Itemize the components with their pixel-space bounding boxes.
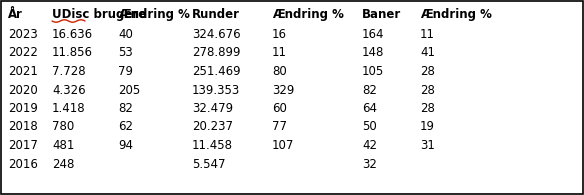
Text: 2016: 2016 xyxy=(8,158,38,170)
Text: Baner: Baner xyxy=(362,8,401,21)
Text: 31: 31 xyxy=(420,139,435,152)
Text: 20.237: 20.237 xyxy=(192,121,233,134)
Text: Ændring %: Ændring % xyxy=(272,8,344,21)
Text: 32: 32 xyxy=(362,158,377,170)
Text: 19: 19 xyxy=(420,121,435,134)
Text: 1.418: 1.418 xyxy=(52,102,86,115)
Text: 164: 164 xyxy=(362,28,384,41)
Text: 11.856: 11.856 xyxy=(52,46,93,59)
Text: 205: 205 xyxy=(118,83,140,97)
Text: 79: 79 xyxy=(118,65,133,78)
Text: 80: 80 xyxy=(272,65,287,78)
Text: 32.479: 32.479 xyxy=(192,102,233,115)
Text: 4.326: 4.326 xyxy=(52,83,86,97)
Text: 2019: 2019 xyxy=(8,102,38,115)
Text: 107: 107 xyxy=(272,139,294,152)
Text: 28: 28 xyxy=(420,83,435,97)
Text: 248: 248 xyxy=(52,158,74,170)
Text: 139.353: 139.353 xyxy=(192,83,240,97)
Text: 82: 82 xyxy=(362,83,377,97)
Text: 64: 64 xyxy=(362,102,377,115)
Text: 62: 62 xyxy=(118,121,133,134)
Text: 41: 41 xyxy=(420,46,435,59)
Text: UDisc brugere: UDisc brugere xyxy=(52,8,146,21)
Text: 148: 148 xyxy=(362,46,384,59)
Text: 5.547: 5.547 xyxy=(192,158,225,170)
Text: 105: 105 xyxy=(362,65,384,78)
Text: År: År xyxy=(8,8,23,21)
Text: 2022: 2022 xyxy=(8,46,38,59)
Text: 329: 329 xyxy=(272,83,294,97)
Text: 28: 28 xyxy=(420,65,435,78)
Text: 251.469: 251.469 xyxy=(192,65,241,78)
Text: 77: 77 xyxy=(272,121,287,134)
Text: 780: 780 xyxy=(52,121,74,134)
Text: 11.458: 11.458 xyxy=(192,139,233,152)
Text: 42: 42 xyxy=(362,139,377,152)
Text: 2017: 2017 xyxy=(8,139,38,152)
Text: 16.636: 16.636 xyxy=(52,28,93,41)
Text: 50: 50 xyxy=(362,121,377,134)
Text: 2023: 2023 xyxy=(8,28,38,41)
Text: 278.899: 278.899 xyxy=(192,46,241,59)
Text: 324.676: 324.676 xyxy=(192,28,241,41)
Text: 40: 40 xyxy=(118,28,133,41)
Text: Ændring %: Ændring % xyxy=(118,8,190,21)
Text: 94: 94 xyxy=(118,139,133,152)
Text: 82: 82 xyxy=(118,102,133,115)
Text: Ændring %: Ændring % xyxy=(420,8,492,21)
Text: 2021: 2021 xyxy=(8,65,38,78)
Text: 11: 11 xyxy=(272,46,287,59)
Text: 481: 481 xyxy=(52,139,74,152)
Text: 60: 60 xyxy=(272,102,287,115)
Text: 11: 11 xyxy=(420,28,435,41)
Text: 53: 53 xyxy=(118,46,133,59)
Text: Runder: Runder xyxy=(192,8,240,21)
Text: 2018: 2018 xyxy=(8,121,38,134)
Text: 16: 16 xyxy=(272,28,287,41)
Text: 7.728: 7.728 xyxy=(52,65,86,78)
Text: 28: 28 xyxy=(420,102,435,115)
Text: 2020: 2020 xyxy=(8,83,38,97)
